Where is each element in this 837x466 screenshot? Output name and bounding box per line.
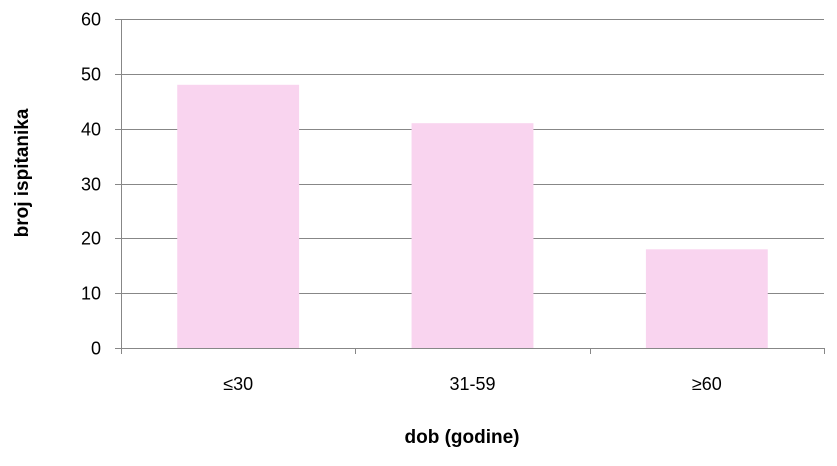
y-tick-label: 50 <box>81 65 101 85</box>
y-axis-title: broj ispitanika <box>12 108 33 237</box>
bar <box>177 84 300 349</box>
y-tick-label: 60 <box>81 10 101 30</box>
bar <box>645 249 768 348</box>
y-tick-label: 10 <box>81 284 101 304</box>
x-axis-title: dob (godine) <box>404 427 519 448</box>
x-tick-label: ≤30 <box>223 374 253 394</box>
y-tick-label: 20 <box>81 229 101 249</box>
y-tick-label: 40 <box>81 120 101 140</box>
x-tick-label: 31-59 <box>449 374 495 394</box>
tick-labels: 0 10 20 30 40 50 60 ≤30 31-59 ≥60 <box>81 10 722 395</box>
axes <box>115 19 825 354</box>
y-tick-label: 30 <box>81 175 101 195</box>
bar <box>411 123 534 348</box>
y-tick-label: 0 <box>91 339 101 359</box>
x-tick-label: ≥60 <box>692 374 722 394</box>
bars <box>177 84 768 349</box>
